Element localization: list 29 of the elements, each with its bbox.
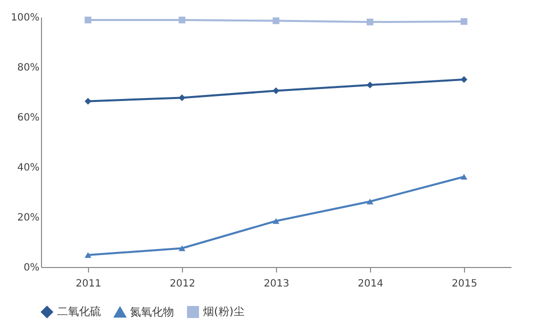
point (84, 252, 92, 258)
point (84, 16, 92, 24)
point (178, 16, 186, 24)
point (460, 76, 468, 83)
x-tick-label: 2015 (452, 278, 478, 290)
point (366, 18, 374, 26)
legend-label: 烟(粉)尘 (203, 305, 245, 318)
y-tick-label: 40% (17, 162, 40, 174)
y-tick-label: 60% (17, 112, 40, 124)
point (178, 94, 186, 102)
x-tick-label: 2012 (170, 278, 196, 290)
y-tick-label: 80% (17, 62, 40, 74)
legend-label: 二氧化硫 (57, 305, 101, 318)
point (460, 174, 468, 180)
x-tick-label: 2014 (358, 278, 384, 290)
point (272, 87, 280, 94)
y-tick-label: 20% (17, 212, 40, 224)
legend-label: 氮氧化物 (130, 305, 174, 318)
y-tick-label: 100% (10, 12, 40, 24)
point (272, 218, 280, 224)
y-tick-label: 0% (24, 262, 40, 274)
x-tick-label: 2011 (76, 278, 102, 290)
point (84, 98, 92, 105)
point (366, 198, 374, 204)
point (178, 245, 186, 252)
point (366, 82, 374, 88)
point (460, 18, 468, 25)
x-tick-label: 2013 (264, 278, 290, 290)
point (272, 17, 280, 24)
